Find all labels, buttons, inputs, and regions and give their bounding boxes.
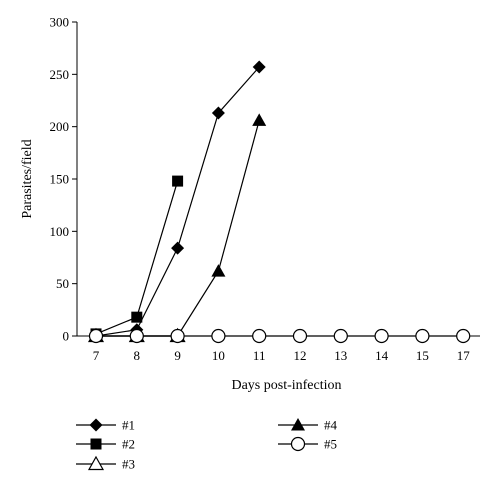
series-2 bbox=[90, 175, 184, 340]
data-point bbox=[456, 328, 471, 344]
series-1 bbox=[89, 60, 266, 343]
y-tick-label: 150 bbox=[50, 172, 70, 187]
legend-marker bbox=[90, 438, 102, 450]
y-axis: 0 50 100 150 200 250 300 bbox=[50, 15, 78, 344]
x-tick-label: 9 bbox=[174, 348, 181, 363]
legend: #1 #2 #3 #4 #5 bbox=[76, 418, 338, 472]
x-tick-label: 8 bbox=[134, 348, 141, 363]
x-tick-label: 13 bbox=[334, 348, 347, 363]
legend-marker bbox=[291, 418, 305, 431]
x-tick-label: 11 bbox=[253, 348, 266, 363]
data-point bbox=[292, 328, 308, 344]
data-point bbox=[172, 175, 184, 187]
legend-marker bbox=[89, 418, 103, 432]
legend-marker bbox=[290, 436, 306, 452]
x-tick-label: 12 bbox=[294, 348, 307, 363]
x-tick-label: 14 bbox=[375, 348, 389, 363]
x-tick-label: 15 bbox=[416, 348, 429, 363]
data-point bbox=[252, 328, 267, 344]
legend-item: #2 bbox=[76, 437, 135, 452]
y-tick-label: 50 bbox=[56, 276, 69, 291]
data-point bbox=[211, 106, 225, 120]
y-tick-label: 250 bbox=[50, 67, 70, 82]
legend-label: #4 bbox=[324, 418, 338, 433]
legend-item: #5 bbox=[278, 437, 337, 452]
x-tick-label: 10 bbox=[212, 348, 225, 363]
data-point bbox=[211, 264, 226, 277]
y-tick-label: 100 bbox=[50, 224, 70, 239]
legend-item: #3 bbox=[76, 455, 135, 472]
series-layer bbox=[87, 60, 471, 344]
data-point bbox=[170, 328, 185, 344]
legend-marker bbox=[87, 455, 105, 471]
legend-item: #4 bbox=[278, 418, 338, 433]
data-point bbox=[171, 241, 185, 255]
data-point bbox=[252, 60, 266, 74]
legend-label: #1 bbox=[122, 418, 135, 433]
data-point bbox=[211, 328, 226, 344]
data-point bbox=[374, 328, 389, 344]
data-point bbox=[415, 328, 430, 344]
data-point bbox=[131, 311, 143, 323]
x-axis-title: Days post-infection bbox=[231, 378, 341, 393]
legend-label: #5 bbox=[324, 437, 337, 452]
data-point bbox=[252, 113, 267, 126]
y-tick-label: 300 bbox=[50, 15, 70, 30]
series-line bbox=[96, 120, 260, 337]
series-line bbox=[95, 180, 179, 335]
y-tick-label: 200 bbox=[50, 119, 70, 134]
data-point bbox=[333, 328, 348, 344]
series-line bbox=[95, 66, 260, 337]
y-tick-label: 0 bbox=[63, 329, 70, 344]
x-tick-label: 7 bbox=[93, 348, 100, 363]
x-tick-label: 17 bbox=[457, 348, 471, 363]
series-5 bbox=[88, 328, 471, 344]
y-axis-title: Parasites/field bbox=[20, 139, 35, 218]
legend-item: #1 bbox=[76, 418, 135, 433]
data-point bbox=[129, 328, 144, 344]
series-4 bbox=[89, 113, 267, 342]
legend-label: #2 bbox=[122, 437, 135, 452]
data-point bbox=[88, 328, 104, 344]
legend-label: #3 bbox=[122, 457, 135, 472]
